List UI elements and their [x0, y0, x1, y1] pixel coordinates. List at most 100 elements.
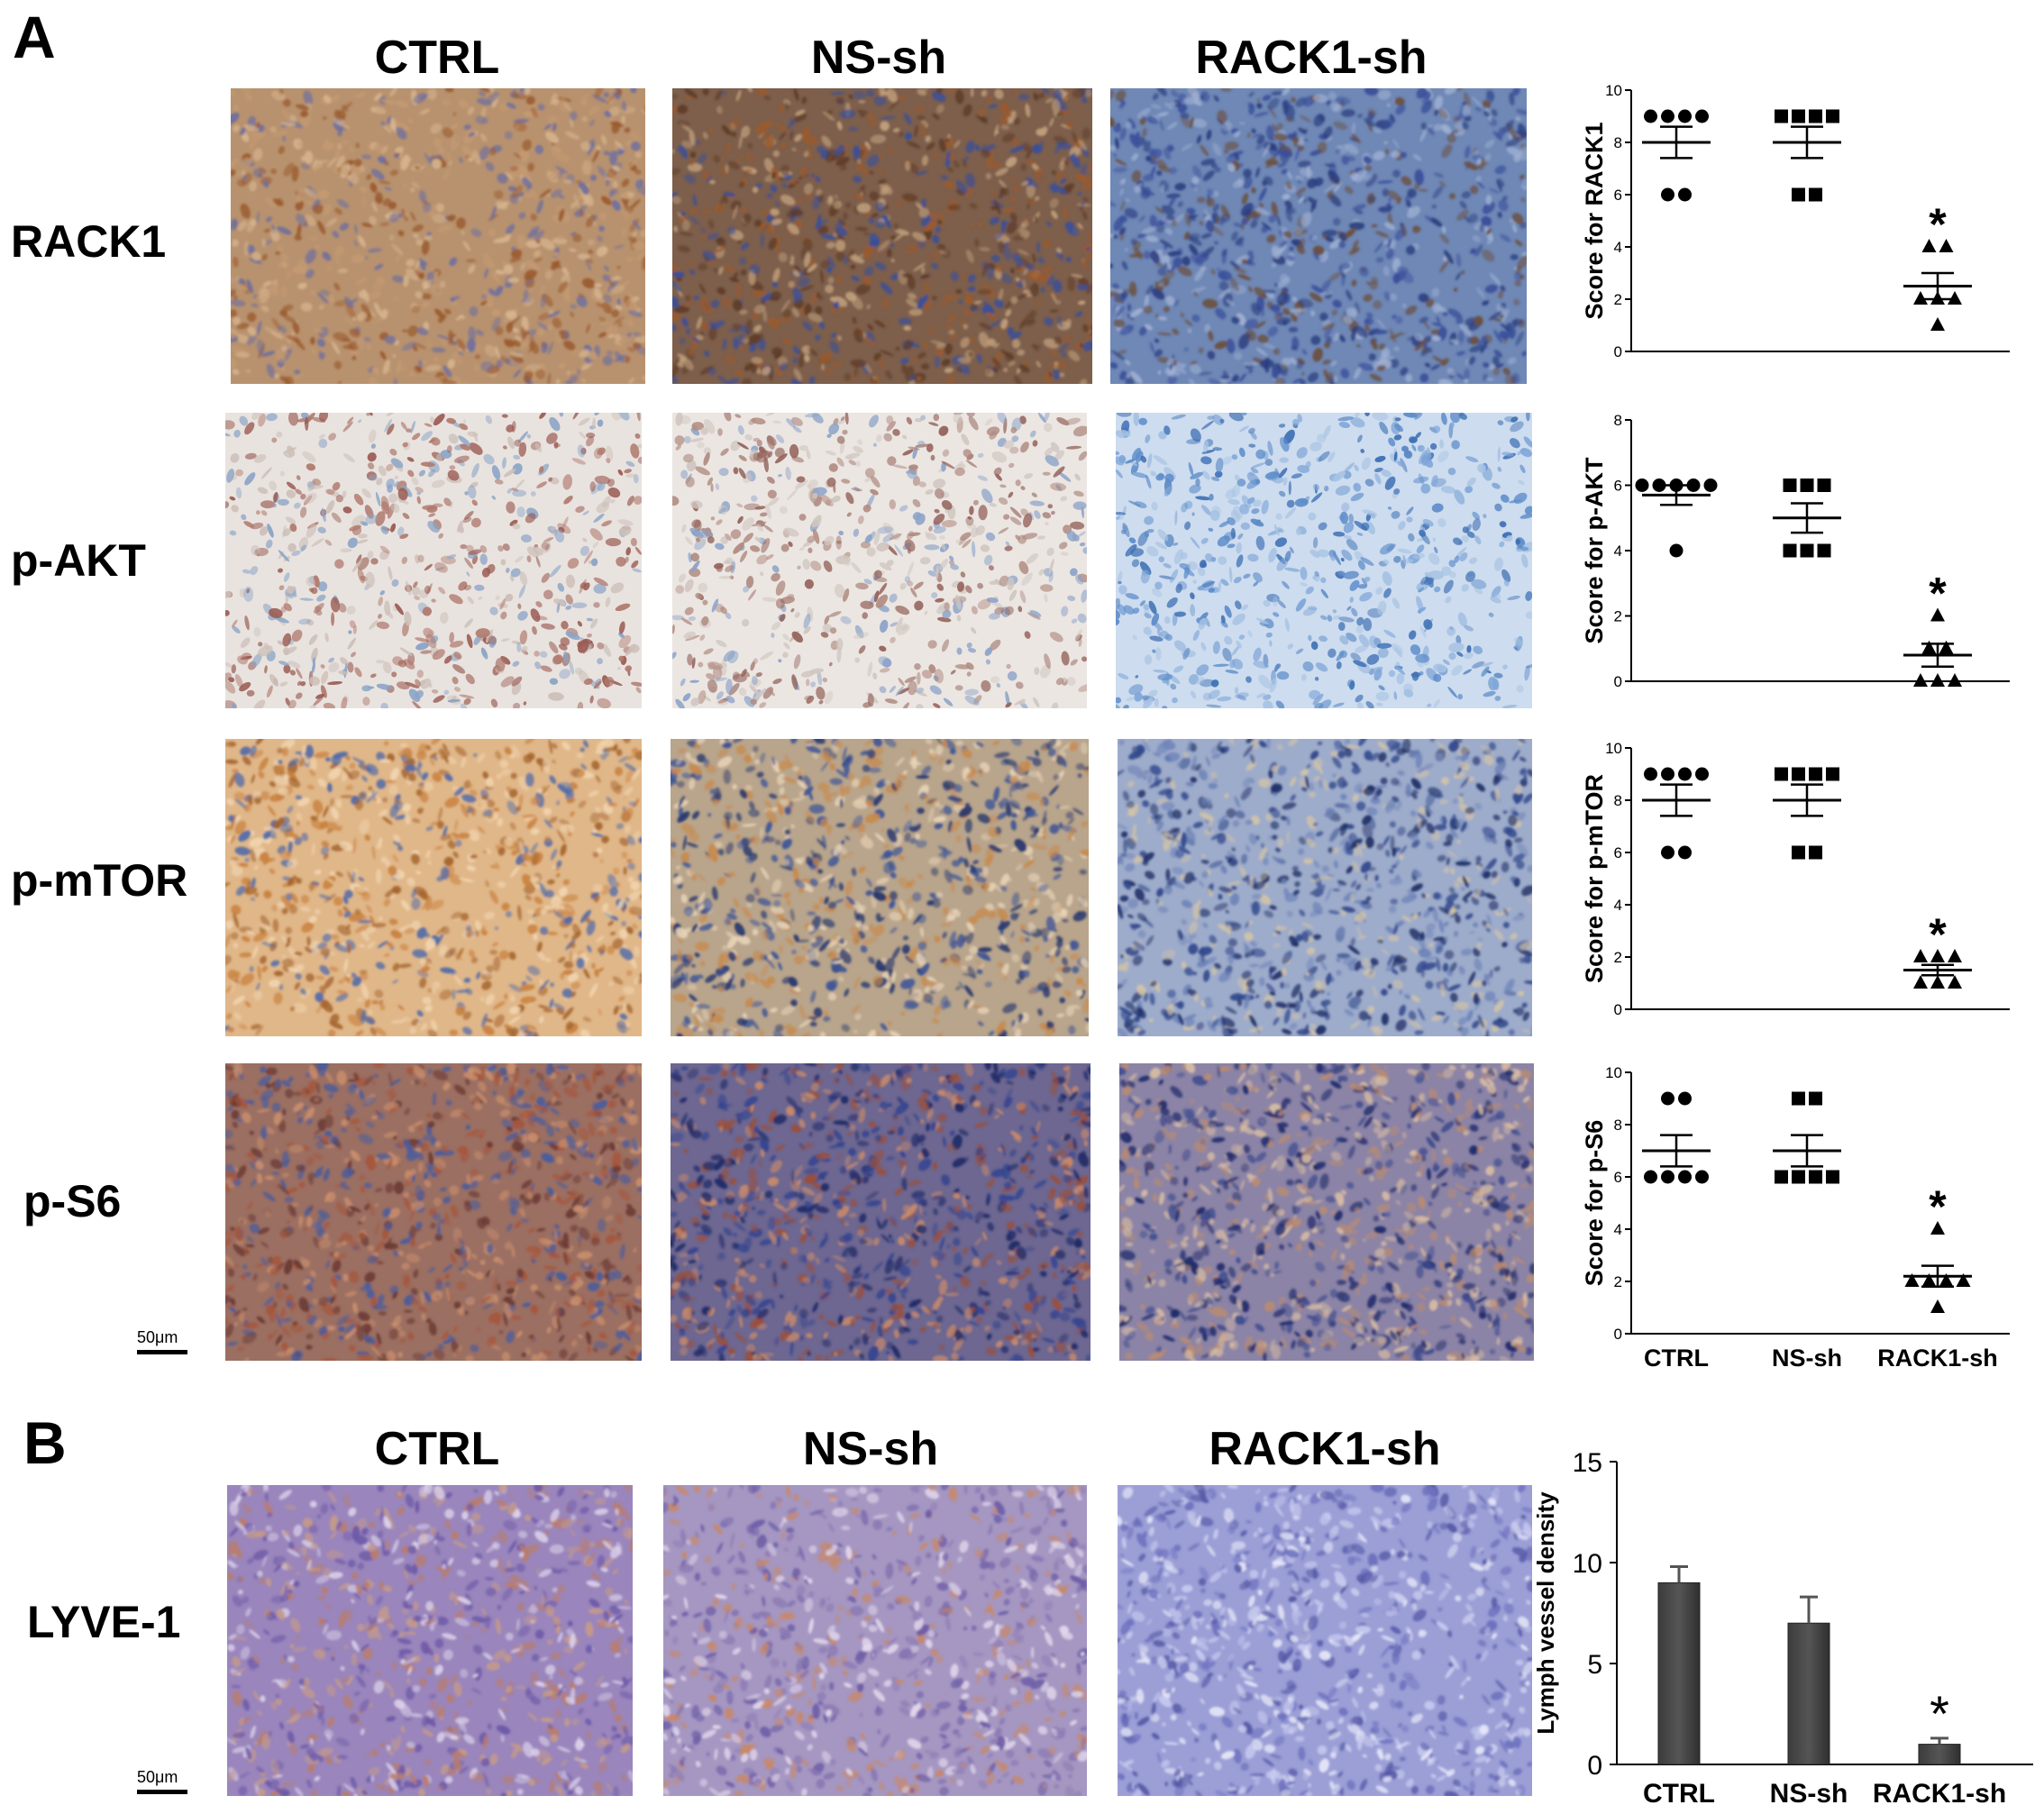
micrograph-texture — [225, 413, 642, 708]
panel-a-row-label-p-s6: p-S6 — [23, 1176, 122, 1226]
micrograph-rack1-rack1-sh — [1110, 88, 1527, 384]
y-axis-label: Score for p-AKT — [1581, 457, 1608, 644]
data-point — [1661, 767, 1674, 781]
micrograph-p-s6-ns-sh — [671, 1063, 1090, 1361]
data-point — [1930, 975, 1945, 989]
data-point — [1661, 1170, 1674, 1184]
micrograph-texture — [671, 1063, 1090, 1361]
x-tick-label: RACK1-sh — [1877, 1345, 1998, 1372]
data-point — [1913, 975, 1928, 989]
data-point — [1661, 1091, 1674, 1106]
data-point — [1948, 975, 1962, 989]
significance-asterisk: * — [1930, 1685, 1949, 1742]
y-axis-label: Score for p-mTOR — [1581, 774, 1608, 983]
micrograph-lyve-1-ctrl — [227, 1485, 633, 1796]
micrograph-p-mtor-ctrl — [225, 739, 642, 1036]
y-tick-label: 0 — [1614, 1001, 1622, 1018]
data-point — [1678, 767, 1692, 781]
data-point — [1669, 543, 1684, 558]
bar — [1918, 1744, 1961, 1765]
data-point — [1921, 1273, 1937, 1287]
y-tick-label: 15 — [1573, 1448, 1602, 1478]
x-tick-label: NS-sh — [1770, 1779, 1848, 1809]
data-point — [1644, 767, 1657, 781]
data-point — [1826, 767, 1839, 781]
micrograph-p-akt-ctrl — [225, 413, 642, 708]
data-point — [1792, 767, 1805, 781]
scale-bar-panel-a: 50μm — [137, 1328, 200, 1357]
data-point — [1792, 187, 1805, 202]
scale-bar-label-b: 50μm — [137, 1768, 178, 1786]
micrograph-rack1-ctrl — [231, 88, 645, 384]
data-point — [1809, 845, 1822, 860]
data-point — [1948, 291, 1962, 305]
y-tick-label: 4 — [1614, 542, 1622, 560]
data-point — [1783, 543, 1797, 558]
panel-a-col-header-ctrl: CTRL — [374, 32, 500, 84]
data-point — [1826, 109, 1839, 123]
micrograph-lyve-1-rack1-sh — [1118, 1485, 1532, 1796]
data-point — [1930, 1221, 1945, 1235]
panel-b-col-header-ns-sh: NS-sh — [802, 1423, 939, 1475]
chart-lymph-vessel-density: 0 5 10 15 Lymph vessel density CTRL NS-sh RACK1… — [1532, 1448, 2033, 1809]
panel-b-letter: B — [23, 1409, 67, 1476]
significance-asterisk: * — [1929, 909, 1947, 960]
data-point — [1775, 767, 1788, 781]
y-tick-label: 6 — [1614, 187, 1622, 204]
y-tick-label: 8 — [1614, 412, 1622, 429]
data-point — [1644, 1170, 1657, 1184]
panel-b-col-header-rack1-sh: RACK1-sh — [1209, 1423, 1441, 1475]
y-axis-label: Lymph vessel density — [1532, 1491, 1559, 1735]
bar — [1787, 1622, 1830, 1765]
data-point — [1930, 949, 1945, 962]
data-point — [1652, 479, 1666, 492]
micrograph-texture — [225, 1063, 642, 1361]
micrograph-texture — [225, 739, 642, 1036]
y-tick-label: 10 — [1605, 82, 1622, 99]
micrograph-rack1-ns-sh — [672, 88, 1092, 384]
y-tick-label: 0 — [1587, 1751, 1602, 1781]
micrograph-texture — [1118, 739, 1532, 1036]
x-tick-label: NS-sh — [1772, 1345, 1842, 1372]
data-point — [1913, 949, 1928, 962]
data-point — [1678, 109, 1692, 123]
data-point — [1956, 1273, 1971, 1287]
data-point — [1913, 291, 1928, 305]
data-point — [1921, 640, 1937, 654]
data-point — [1792, 109, 1805, 123]
data-point — [1817, 543, 1831, 558]
data-point — [1661, 109, 1674, 123]
data-point — [1635, 479, 1649, 492]
y-tick-label: 6 — [1614, 844, 1622, 861]
panel-a-row-label-rack1: RACK1 — [11, 216, 167, 267]
data-point — [1930, 317, 1945, 331]
y-tick-label: 2 — [1614, 608, 1622, 625]
data-point — [1948, 949, 1962, 962]
y-tick-label: 4 — [1614, 239, 1622, 256]
data-point — [1678, 187, 1692, 202]
x-tick-label: RACK1-sh — [1873, 1779, 2006, 1809]
y-tick-label: 2 — [1614, 949, 1622, 966]
y-axis-label: Score for p-S6 — [1581, 1120, 1608, 1287]
scale-bar-label: 50μm — [137, 1328, 178, 1346]
data-point — [1948, 673, 1962, 687]
scale-bar-line — [137, 1350, 187, 1354]
scale-bar-line-b — [137, 1790, 187, 1794]
data-point — [1695, 109, 1709, 123]
data-point — [1783, 479, 1797, 492]
micrograph-texture — [1118, 1485, 1532, 1796]
y-tick-label: 6 — [1614, 478, 1622, 495]
data-point — [1678, 1091, 1692, 1106]
y-tick-label: 0 — [1614, 343, 1622, 360]
y-tick-label: 8 — [1614, 1117, 1622, 1134]
x-tick-label: CTRL — [1644, 1345, 1709, 1372]
data-point — [1939, 1273, 1954, 1287]
data-point — [1678, 1170, 1692, 1184]
y-tick-label: 8 — [1614, 792, 1622, 809]
micrograph-texture — [231, 88, 645, 384]
significance-asterisk: * — [1929, 199, 1947, 250]
data-point — [1809, 1170, 1822, 1184]
data-point — [1809, 109, 1822, 123]
data-point — [1686, 479, 1701, 492]
micrograph-p-s6-rack1-sh — [1119, 1063, 1534, 1361]
